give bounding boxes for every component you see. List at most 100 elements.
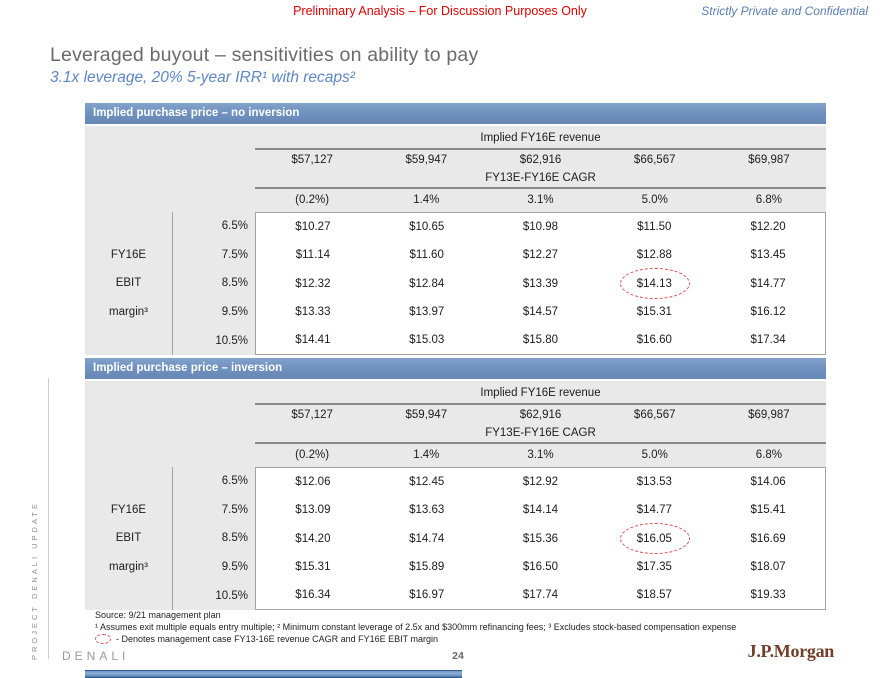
row-axis-labels: FY16E EBIT margin³ xyxy=(85,467,172,610)
highlight-ellipse xyxy=(619,523,690,554)
cagr-value: 3.1% xyxy=(527,449,554,461)
table-row: $14.41 $15.03 $15.80 $16.60 $17.34 xyxy=(256,326,825,354)
data-grid: $12.06 $12.45 $12.92 $13.53 $14.06 $13.09 $13.… xyxy=(255,467,826,610)
data-cell: $16.50 xyxy=(522,560,559,573)
data-cell: $14.77 xyxy=(636,504,672,517)
jpmorgan-logo: J.P.Morgan xyxy=(747,641,835,661)
divider-line xyxy=(255,442,826,444)
data-cell: $11.60 xyxy=(409,249,444,262)
data-cell: $14.74 xyxy=(409,532,445,545)
row-axis-label: margin³ xyxy=(109,306,148,319)
data-cell: $17.35 xyxy=(636,560,672,573)
cagr-values-row: (0.2%) 1.4% 3.1% 5.0% 6.8% xyxy=(255,445,826,465)
table-row: $16.34 $16.97 $17.74 $18.57 $19.33 xyxy=(256,581,825,609)
cagr-value: 6.8% xyxy=(755,194,783,206)
confidential-notice: Strictly Private and Confidential xyxy=(701,4,868,18)
data-cell: $17.74 xyxy=(522,588,559,601)
data-cell: $13.97 xyxy=(409,305,445,318)
data-cell: $14.14 xyxy=(522,504,559,517)
divider-line xyxy=(255,403,826,405)
data-cell: $14.20 xyxy=(295,532,331,545)
footnote-legend: - Denotes management case FY13-16E reven… xyxy=(95,634,438,644)
data-cell: $18.07 xyxy=(750,560,786,573)
row-axis-label xyxy=(85,326,172,355)
revenue-value: $57,127 xyxy=(291,154,333,166)
data-cell: $15.31 xyxy=(636,305,672,318)
bottom-blue-bar xyxy=(85,670,462,678)
data-cell: $11.14 xyxy=(295,249,331,262)
data-grid: $10.27 $10.65 $10.98 $11.50 $12.20 $11.14 $11.… xyxy=(255,212,826,355)
row-axis-label: EBIT xyxy=(115,277,142,290)
page-number: 24 xyxy=(452,650,464,662)
data-cell: $15.41 xyxy=(750,504,786,517)
divider-line xyxy=(255,148,826,150)
highlight-ellipse xyxy=(619,268,690,299)
table-row: $10.27 $10.65 $10.98 $11.50 $12.20 xyxy=(256,213,825,241)
row-axis-label: EBIT xyxy=(115,532,142,545)
margin-value: 8.5% xyxy=(221,277,248,290)
revenue-value: $66,567 xyxy=(633,154,676,166)
margin-values-column: 6.5% 7.5% 8.5% 9.5% 10.5% xyxy=(172,467,255,610)
row-axis-label: FY16E xyxy=(110,503,147,516)
row-axis-label xyxy=(85,581,172,610)
data-cell: $12.92 xyxy=(522,476,559,489)
left-rail-rule xyxy=(48,378,49,659)
revenue-value: $62,916 xyxy=(519,154,562,166)
data-cell: $18.57 xyxy=(636,588,672,601)
revenue-value: $69,987 xyxy=(748,409,790,421)
cagr-value: (0.2%) xyxy=(295,194,330,206)
margin-value: 9.5% xyxy=(221,306,248,319)
data-cell: $19.33 xyxy=(750,588,786,601)
data-cell: $15.36 xyxy=(522,532,559,545)
margin-value: 9.5% xyxy=(221,561,248,574)
data-cell: $15.80 xyxy=(522,333,559,346)
data-cell: $12.45 xyxy=(409,476,445,489)
revenue-values-row: $57,127 $59,947 $62,916 $66,567 $69,987 xyxy=(255,150,826,170)
data-cell: $15.89 xyxy=(409,560,445,573)
table-row: $11.14 $11.60 $12.27 $12.88 $13.45 xyxy=(256,241,825,269)
data-cell: $10.98 xyxy=(522,221,559,234)
data-cell: $17.34 xyxy=(750,333,786,346)
preliminary-notice: Preliminary Analysis – For Discussion Pu… xyxy=(293,4,587,18)
data-cell: $12.06 xyxy=(295,476,331,489)
data-cell: $16.97 xyxy=(409,588,445,601)
data-cell: $13.63 xyxy=(409,504,445,517)
table-row: $13.09 $13.63 $14.14 $14.77 $15.41 xyxy=(256,496,825,524)
divider-line xyxy=(172,467,173,610)
data-cell: $10.27 xyxy=(295,221,331,234)
cagr-value: 5.0% xyxy=(641,449,668,461)
cagr-values-row: (0.2%) 1.4% 3.1% 5.0% 6.8% xyxy=(255,190,826,210)
data-cell: $12.32 xyxy=(295,277,331,290)
data-cell: $14.06 xyxy=(750,476,786,489)
page-title: Leveraged buyout – sensitivities on abil… xyxy=(50,44,479,66)
table-row: $12.32 $12.84 $13.39 $14.13 $14.77 xyxy=(256,269,825,297)
cagr-value: 5.0% xyxy=(641,194,668,206)
data-cell: $12.84 xyxy=(409,277,445,290)
data-cell: $13.33 xyxy=(295,305,331,318)
revenue-values-row: $57,127 $59,947 $62,916 $66,567 $69,987 xyxy=(255,405,826,425)
revenue-value: $66,567 xyxy=(633,409,676,421)
cagr-value: 1.4% xyxy=(413,194,440,206)
revenue-value: $57,127 xyxy=(291,409,333,421)
data-cell: $15.03 xyxy=(409,333,445,346)
revenue-value: $69,987 xyxy=(748,154,790,166)
footnote-assumptions: ¹ Assumes exit multiple equals entry mul… xyxy=(95,622,737,632)
source-note: Source: 9/21 management plan xyxy=(95,610,221,620)
margin-values-column: 6.5% 7.5% 8.5% 9.5% 10.5% xyxy=(172,212,255,355)
dashed-ellipse-icon xyxy=(95,634,111,644)
revenue-value: $62,916 xyxy=(519,409,562,421)
revenue-header: Implied FY16E revenue xyxy=(480,387,601,399)
row-axis-label: margin³ xyxy=(109,561,148,574)
table-inversion: Implied purchase price – inversion Impli… xyxy=(85,358,826,610)
table-row: $14.20 $14.74 $15.36 $16.05 $16.69 xyxy=(256,524,825,552)
data-cell: $12.88 xyxy=(636,249,672,262)
margin-value: 10.5% xyxy=(215,589,248,602)
cagr-value: 6.8% xyxy=(755,449,783,461)
data-cell: $11.50 xyxy=(637,221,672,234)
data-cell: $12.20 xyxy=(750,221,786,234)
data-cell: $16.69 xyxy=(750,532,786,545)
data-cell: $13.53 xyxy=(636,476,672,489)
data-cell: $13.09 xyxy=(295,504,331,517)
revenue-header: Implied FY16E revenue xyxy=(480,132,601,144)
